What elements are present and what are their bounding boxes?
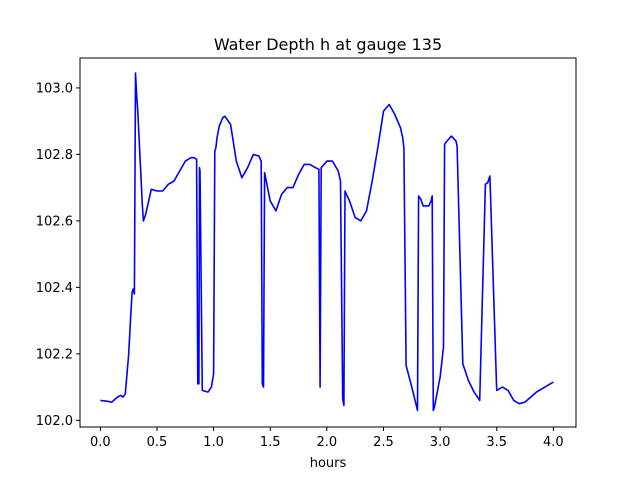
y-axis-ticks: 102.0 102.2 102.4 102.6 102.8 103.0 <box>36 81 80 429</box>
x-tick-label: 2.0 <box>317 435 338 450</box>
x-tick-label: 2.5 <box>373 435 394 450</box>
y-tick-label: 102.8 <box>36 148 73 163</box>
x-axis-label: hours <box>310 456 347 471</box>
x-tick-label: 1.0 <box>203 435 224 450</box>
x-axis-ticks: 0.0 0.5 1.0 1.5 2.0 2.5 3.0 3.5 4.0 <box>90 427 564 450</box>
y-tick-label: 102.2 <box>36 347 73 362</box>
y-tick-label: 102.6 <box>36 214 73 229</box>
y-tick-label: 102.0 <box>36 414 73 429</box>
x-tick-label: 3.0 <box>430 435 451 450</box>
x-tick-label: 3.5 <box>486 435 507 450</box>
y-tick-label: 103.0 <box>36 81 73 96</box>
y-tick-label: 102.4 <box>36 281 73 296</box>
x-tick-label: 0.0 <box>90 435 111 450</box>
x-tick-label: 1.5 <box>260 435 281 450</box>
x-tick-label: 4.0 <box>543 435 564 450</box>
water-depth-series-line <box>100 72 554 412</box>
x-tick-label: 0.5 <box>147 435 168 450</box>
plot-area-frame <box>79 57 577 428</box>
chart-title: Water Depth h at gauge 135 <box>214 35 442 54</box>
